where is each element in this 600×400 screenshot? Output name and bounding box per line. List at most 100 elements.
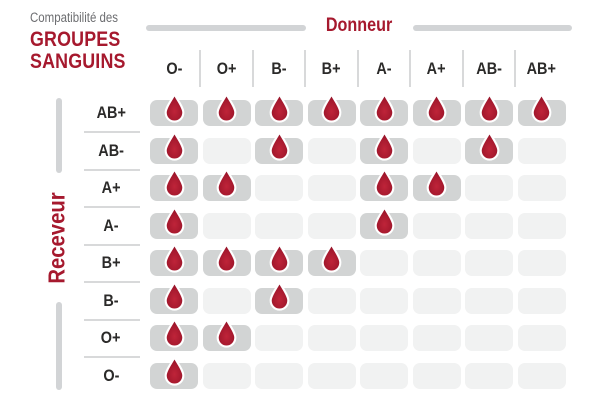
- compatibility-cell: [150, 355, 198, 389]
- compatibility-cell: [360, 325, 408, 351]
- blood-drop-icon: [164, 243, 184, 273]
- recipient-row-label-text: AB+: [96, 103, 126, 122]
- donor-column-header-text: A+: [427, 59, 446, 78]
- compatibility-cell: [150, 130, 198, 164]
- blood-drop-icon: [269, 130, 289, 161]
- donor-column-header-text: A-: [376, 59, 392, 78]
- compatibility-cell: [465, 93, 513, 126]
- blood-drop-icon: [374, 130, 394, 161]
- compatibility-cell: [465, 130, 513, 164]
- compatibility-cell: [202, 362, 251, 389]
- blood-drop-icon: [216, 243, 237, 273]
- compatibility-cell: [517, 93, 566, 126]
- donor-column-header: A-: [360, 52, 408, 86]
- donor-column-header-text: AB+: [526, 59, 557, 78]
- compatibility-cell: [150, 205, 198, 239]
- donor-column-header: B+: [308, 52, 356, 86]
- blood-drop-icon: [374, 93, 394, 123]
- column-divider: [514, 50, 517, 87]
- blood-drop-icon: [479, 93, 499, 123]
- row-divider: [84, 206, 140, 208]
- blood-drop-icon: [164, 168, 184, 198]
- blood-drop-icon: [321, 93, 342, 123]
- compatibility-cell: [307, 93, 356, 126]
- row-divider: [84, 356, 140, 358]
- blood-drop-icon: [269, 243, 289, 273]
- column-divider: [356, 50, 359, 87]
- compatibility-cell: [307, 137, 356, 164]
- blood-drop-icon: [216, 168, 237, 198]
- blood-drop-icon: [321, 243, 342, 273]
- donor-column-header-text: B+: [322, 59, 341, 78]
- donor-axis-line-right: [413, 25, 572, 31]
- donor-column-header: B-: [255, 52, 303, 86]
- compatibility-cell: [517, 287, 566, 314]
- donor-column-header: A+: [413, 52, 461, 86]
- blood-drop-icon: [164, 130, 184, 161]
- title-main-line2: SANGUINS: [30, 49, 126, 73]
- compatibility-cell: [150, 168, 198, 201]
- compatibility-cell: [412, 325, 461, 351]
- blood-drop-icon: [164, 93, 184, 123]
- compatibility-cell: [255, 93, 303, 126]
- blood-drop-icon: [164, 355, 184, 386]
- donor-column-header: AB+: [518, 52, 566, 86]
- compatibility-cell: [517, 175, 566, 201]
- recipient-row-label-text: A+: [101, 178, 121, 197]
- blood-drop-icon: [426, 93, 447, 123]
- blood-drop-icon: [164, 205, 184, 236]
- row-divider: [84, 281, 140, 283]
- title-main-line1: GROUPES: [30, 27, 121, 51]
- compatibility-cell: [202, 318, 251, 351]
- recipient-row-label: B+: [82, 250, 140, 276]
- recipient-row-label-text: AB-: [98, 140, 124, 160]
- column-divider: [461, 50, 464, 87]
- recipient-row-label-text: O-: [102, 365, 120, 385]
- compatibility-cell: [150, 318, 198, 351]
- column-divider: [409, 50, 412, 87]
- compatibility-cell: [412, 93, 461, 126]
- row-divider: [84, 168, 140, 171]
- donor-column-header-text: O+: [216, 59, 237, 78]
- compatibility-cell: [307, 212, 356, 239]
- blood-drop-icon: [479, 130, 499, 161]
- recipient-row-label: O-: [82, 363, 140, 389]
- compatibility-cell: [517, 212, 566, 239]
- column-divider: [304, 50, 307, 87]
- compatibility-cell: [517, 250, 566, 276]
- blood-drop-icon: [216, 93, 237, 123]
- compatibility-cell: [465, 362, 513, 389]
- column-divider: [199, 50, 202, 87]
- donor-column-header: AB-: [465, 52, 513, 86]
- compatibility-cell: [360, 287, 408, 314]
- compatibility-cell: [255, 325, 303, 351]
- blood-drop-icon: [216, 318, 237, 348]
- donor-column-header-text: O-: [165, 59, 183, 78]
- column-divider: [251, 50, 254, 87]
- blood-drop-icon: [269, 93, 289, 123]
- recipient-axis-line-top: [56, 98, 62, 173]
- blood-drop-icon: [374, 168, 394, 198]
- title-eyebrow: Compatibilité des: [30, 10, 119, 25]
- chart-title: Compatibilité des GROUPES SANGUINS: [30, 11, 142, 73]
- compatibility-cell: [150, 93, 198, 126]
- donor-axis-line-left: [146, 25, 306, 31]
- compatibility-cell: [412, 250, 461, 276]
- compatibility-cell: [465, 212, 513, 239]
- donor-axis-label: Donneur: [326, 15, 393, 36]
- compatibility-cell: [465, 175, 513, 201]
- compatibility-cell: [150, 280, 198, 314]
- recipient-row-label-text: O+: [101, 328, 121, 347]
- compatibility-cell: [307, 175, 356, 201]
- recipient-row-label-text: B-: [103, 290, 119, 310]
- compatibility-cell: [202, 168, 251, 201]
- compatibility-cell: [465, 287, 513, 314]
- compatibility-cell: [412, 212, 461, 239]
- compatibility-cell: [255, 212, 303, 239]
- compatibility-cell: [255, 362, 303, 389]
- row-divider: [84, 131, 140, 133]
- blood-drop-icon: [426, 168, 447, 198]
- compatibility-cell: [412, 137, 461, 164]
- compatibility-cell: [202, 287, 251, 314]
